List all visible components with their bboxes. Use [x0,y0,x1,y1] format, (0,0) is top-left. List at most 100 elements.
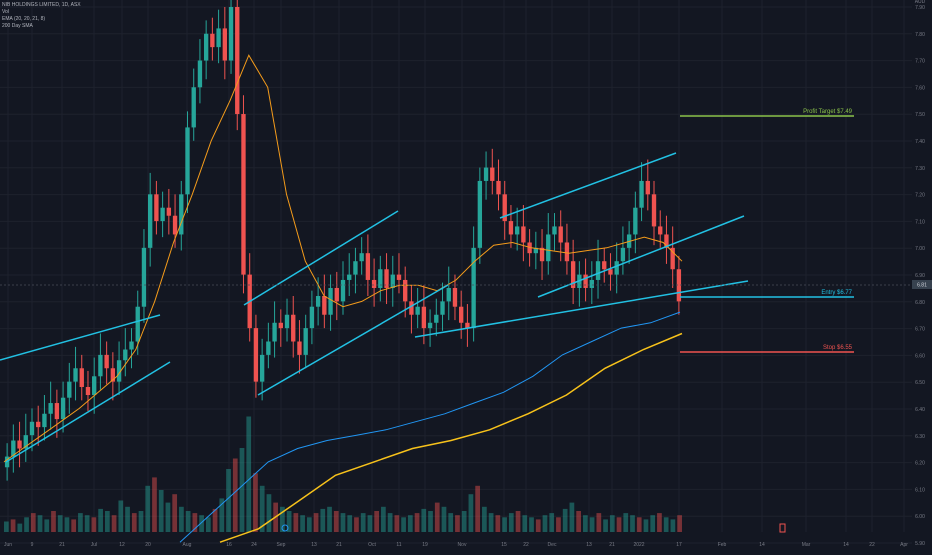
candle-body [42,413,47,428]
volume-bar [98,508,103,532]
volume-bar [468,494,474,532]
candle-body [471,247,476,329]
candle-body [427,322,433,329]
volume-bar [401,517,406,532]
x-tick-label: 9 [31,542,34,548]
candle-body [415,306,420,315]
volume-bar [320,508,326,532]
candle-body [365,253,371,280]
volume-bar [657,513,662,532]
x-tick-label: 13 [311,542,317,548]
x-tick-label: 21 [59,542,65,548]
legend-vol[interactable]: Vol [2,9,9,15]
candle-body [483,167,489,181]
volume-bar [57,515,63,532]
candle-body [371,279,377,288]
y-tick-label: 6.20 [915,461,925,467]
last-price-label: 6.81 [917,283,927,289]
volume-bar [515,511,521,532]
candle-body [297,341,302,355]
candle-body [85,386,91,396]
candle-body [197,60,203,88]
channel-trendline [537,215,745,298]
candle-body [92,376,97,396]
currency-label: AUD [915,0,926,5]
volume-bar [212,508,218,532]
x-tick-label: 13 [586,542,592,548]
y-tick-label: 5.90 [915,541,925,547]
volume-bar [354,517,359,532]
volume-bar [650,515,656,532]
x-tick-label: 21 [336,542,342,548]
volume-bar [152,477,157,532]
volume-bar [677,515,682,532]
candle-body [440,301,445,315]
candle-body [384,269,389,288]
volume-bar [643,519,649,532]
volume-bar [293,513,299,532]
volume-bar [340,513,346,532]
y-tick-label: 6.00 [915,514,925,520]
volume-bar [616,517,622,532]
x-tick-label: 14 [759,542,765,548]
volume-bar [259,485,265,532]
candle-body [595,261,601,280]
candle-body [434,314,439,323]
candle-body [403,279,408,302]
volume-bar [502,517,507,532]
x-tick-label: 12 [119,542,125,548]
candle-body [36,421,41,428]
channel-trendline [499,152,677,219]
candle-body [533,247,539,254]
candle-body [203,33,209,61]
volume-bar [508,513,514,532]
x-tick-label: 15 [501,542,507,548]
y-tick-label: 6.40 [915,407,925,413]
candle-body [253,328,259,382]
volume-bar [104,511,110,532]
legend-sma[interactable]: 200 Day SMA [2,23,33,29]
volume-bar [576,511,581,532]
candle-body [322,296,327,315]
volume-bar [199,515,204,532]
candle-body [179,194,184,235]
candle-body [123,349,128,361]
volume-bar [111,515,117,532]
y-tick-label: 7.70 [915,59,925,65]
candle-body [228,7,234,61]
volume-bar [583,515,588,532]
candle-body [116,360,122,382]
channel-trendline [257,284,449,396]
volume-bar [603,519,608,532]
volume-bar [313,513,319,532]
channel-trendline [414,280,749,338]
candle-body [110,368,116,382]
candle-body [210,33,215,48]
candle-body [633,207,638,235]
candle-body [465,322,470,329]
y-tick-label: 7.80 [915,32,925,38]
volume-bar [448,513,454,532]
candle-body [309,306,315,329]
y-tick-label: 7.20 [915,193,925,199]
candle-body [235,7,240,115]
legend-title[interactable]: NIB HOLDINGS LIMITED, 1D, ASX [2,2,81,8]
volume-bar [205,517,211,532]
x-tick-label: 17 [676,542,682,548]
candle-body [396,274,402,280]
volume-bar [266,494,272,532]
legend-ema[interactable]: EMA (20, 20, 21, 8) [2,16,46,22]
candle-body [23,435,28,449]
ema-line [3,54,683,463]
volume-bar [407,515,413,532]
candle-body [608,269,613,275]
candle-body [154,194,159,222]
candle-body [98,354,103,377]
last-price-badge [912,280,932,289]
x-tick-label: Mar [802,542,811,548]
volume-bar [663,517,669,532]
y-tick-label: 6.30 [915,434,925,440]
volume-bar [10,519,16,532]
